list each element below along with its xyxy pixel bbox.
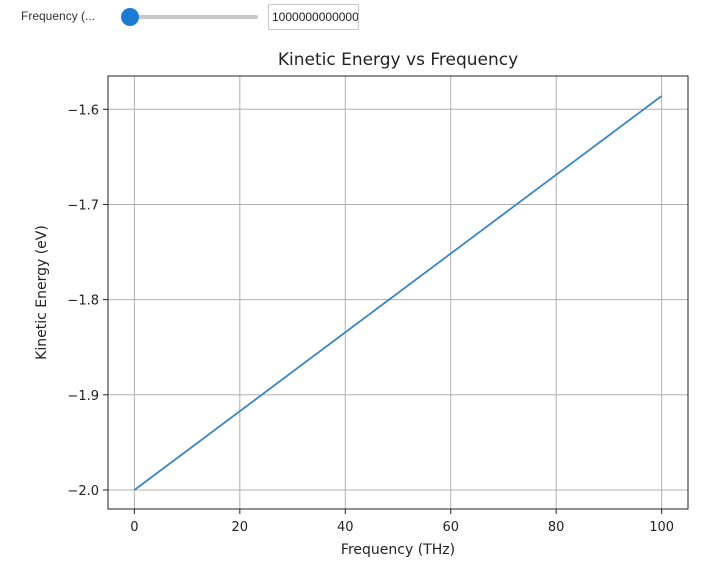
y-axis-label: Kinetic Energy (eV) [34,225,50,360]
ticks-layer: 0 20 40 60 80 100 −2.0 −1.9 −1.8 −1.7 −1.6 [67,103,674,535]
y-tick-label: −2.0 [67,484,99,499]
slider-label: Frequency (... [21,9,96,23]
frequency-slider-thumb[interactable] [121,8,139,26]
frequency-value-input[interactable]: 1000000000000 [268,4,359,30]
series-layer [133,95,663,491]
x-tick-label: 100 [649,520,674,535]
y-tick-label: −1.6 [67,103,99,118]
slider-widget: Frequency (... 1000000000000 [0,0,726,34]
y-tick-label: −1.9 [67,389,99,404]
x-tick-label: 60 [442,520,459,535]
x-tick-label: 20 [232,520,249,535]
y-tick-label: −1.8 [67,294,99,309]
chart-title: Kinetic Energy vs Frequency [278,50,518,70]
frequency-slider-track[interactable] [130,15,258,19]
x-axis-label: Frequency (THz) [341,542,455,558]
x-tick-label: 80 [548,520,565,535]
y-tick-label: −1.7 [67,198,99,213]
x-tick-label: 40 [337,520,354,535]
x-tick-label: 0 [130,520,138,535]
axes-frame [107,75,689,510]
grid-lines [108,76,688,509]
series-line [133,95,663,491]
